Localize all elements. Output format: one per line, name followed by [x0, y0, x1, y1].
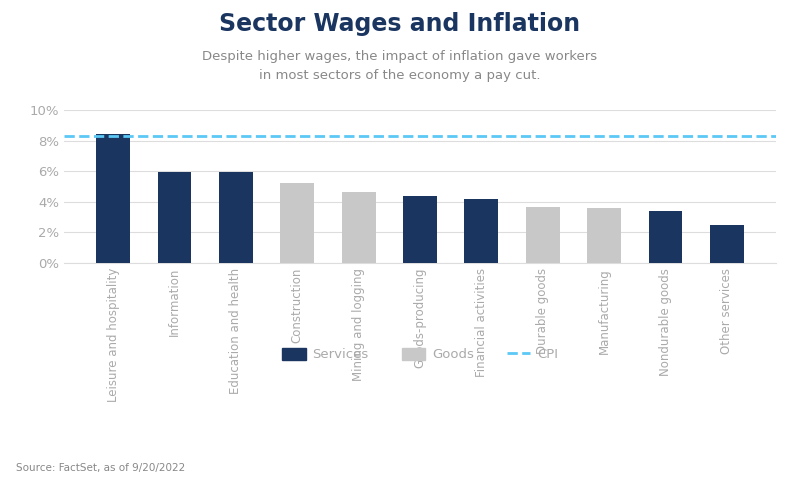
- Bar: [587, 208, 621, 263]
- Text: Sector Wages and Inflation: Sector Wages and Inflation: [219, 12, 581, 36]
- Bar: [342, 192, 375, 263]
- Legend: Services, Goods, CPI: Services, Goods, CPI: [277, 342, 563, 367]
- Bar: [281, 184, 314, 263]
- Text: Source: FactSet, as of 9/20/2022: Source: FactSet, as of 9/20/2022: [16, 463, 186, 473]
- Text: Despite higher wages, the impact of inflation gave workers
in most sectors of th: Despite higher wages, the impact of infl…: [202, 50, 598, 82]
- Bar: [649, 211, 682, 263]
- Bar: [710, 226, 744, 263]
- Bar: [219, 172, 253, 263]
- Bar: [158, 172, 191, 263]
- Bar: [96, 134, 130, 263]
- Bar: [403, 196, 437, 263]
- Bar: [526, 207, 559, 263]
- Bar: [465, 199, 498, 263]
